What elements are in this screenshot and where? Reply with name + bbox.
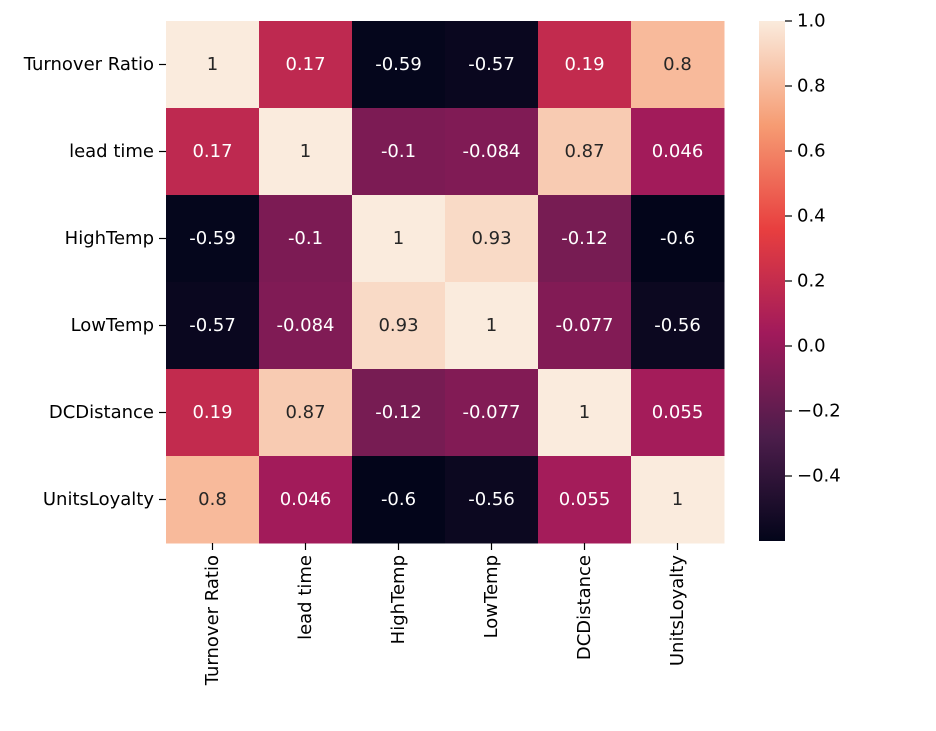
heatmap-cell xyxy=(259,282,353,370)
cell-annotation: -0.6 xyxy=(660,228,695,249)
heatmap-cell xyxy=(352,195,446,283)
heatmap-cell xyxy=(445,108,539,196)
colorbar-tick-label: 0.8 xyxy=(797,76,826,97)
cell-annotation: -0.56 xyxy=(468,489,515,510)
cell-annotation: -0.57 xyxy=(189,315,236,336)
heatmap-cell xyxy=(538,456,632,544)
cell-annotation: -0.59 xyxy=(375,54,422,75)
x-tick-label: DCDistance xyxy=(574,555,595,660)
cell-annotation: -0.084 xyxy=(276,315,334,336)
heatmap-cell xyxy=(445,369,539,457)
heatmap-cell xyxy=(352,282,446,370)
x-tick-label: HighTemp xyxy=(388,555,409,644)
cell-annotation: 1 xyxy=(672,489,683,510)
heatmap-cell xyxy=(538,21,632,109)
heatmap-cell xyxy=(352,108,446,196)
y-tick-label: DCDistance xyxy=(49,402,154,423)
cell-annotation: 0.055 xyxy=(559,489,611,510)
cell-annotation: -0.57 xyxy=(468,54,515,75)
cell-annotation: -0.12 xyxy=(375,402,422,423)
colorbar: 1.0 0.8 0.6 0.4 0.2 0.0 −0.2 −0.4 xyxy=(759,11,841,541)
cell-annotation: -0.077 xyxy=(555,315,613,336)
cell-annotation: -0.12 xyxy=(561,228,608,249)
cell-annotation: 0.17 xyxy=(192,141,232,162)
heatmap-cells xyxy=(166,21,725,544)
cell-annotation: -0.59 xyxy=(189,228,236,249)
y-tick-label: Turnover Ratio xyxy=(23,54,154,75)
heatmap-cell xyxy=(538,369,632,457)
cell-annotation: 1 xyxy=(579,402,590,423)
colorbar-tick-label: 0.6 xyxy=(797,141,826,162)
colorbar-tick-label: −0.4 xyxy=(797,466,841,487)
x-tick-label: UnitsLoyalty xyxy=(667,555,688,666)
cell-annotation: 1 xyxy=(300,141,311,162)
x-axis: Turnover Ratio lead time HighTemp LowTemp DC… xyxy=(202,543,688,686)
y-tick-label: HighTemp xyxy=(65,228,154,249)
heatmap-cell xyxy=(538,108,632,196)
heatmap-cell xyxy=(352,21,446,109)
y-axis: Turnover Ratio lead time HighTemp LowTemp DC… xyxy=(23,54,166,510)
heatmap-cell xyxy=(631,195,725,283)
heatmap-cell xyxy=(631,108,725,196)
heatmap-cell xyxy=(166,108,260,196)
cell-annotation: 0.87 xyxy=(285,402,325,423)
cell-annotation: 0.046 xyxy=(652,141,704,162)
y-tick-label: UnitsLoyalty xyxy=(43,489,154,510)
x-tick-label: Turnover Ratio xyxy=(202,555,223,686)
cell-annotation: 0.17 xyxy=(285,54,325,75)
y-tick-label: lead time xyxy=(69,141,154,162)
heatmap-cell xyxy=(259,108,353,196)
cell-annotation: -0.084 xyxy=(462,141,520,162)
heatmap-cell xyxy=(445,21,539,109)
cell-annotation: 1 xyxy=(207,54,218,75)
cell-annotation: 0.87 xyxy=(564,141,604,162)
cell-annotation: 0.93 xyxy=(378,315,418,336)
cell-annotation: 1 xyxy=(486,315,497,336)
heatmap-cell xyxy=(538,282,632,370)
heatmap-cell xyxy=(631,282,725,370)
cell-annotation: -0.6 xyxy=(381,489,416,510)
heatmap-cell xyxy=(445,456,539,544)
cell-annotation: -0.56 xyxy=(654,315,701,336)
cell-annotation: -0.1 xyxy=(288,228,323,249)
cell-annotation: 0.19 xyxy=(192,402,232,423)
colorbar-tick-label: 1.0 xyxy=(797,11,826,32)
cell-annotation: 0.19 xyxy=(564,54,604,75)
cell-annotation: 0.8 xyxy=(663,54,692,75)
colorbar-tick-label: 0.2 xyxy=(797,271,826,292)
heatmap-cell xyxy=(352,369,446,457)
colorbar-tick-label: −0.2 xyxy=(797,401,841,422)
cell-annotation: 0.8 xyxy=(198,489,227,510)
x-tick-label: lead time xyxy=(295,555,316,640)
heatmap-cell xyxy=(166,21,260,109)
cell-annotation: 0.055 xyxy=(652,402,704,423)
cell-annotations: 1 0.17 -0.59 -0.57 0.19 0.8 0.17 1 -0.1 -0.084 0.8… xyxy=(189,54,703,510)
cell-annotation: 0.93 xyxy=(471,228,511,249)
heatmap-cell xyxy=(259,456,353,544)
heatmap-cell xyxy=(445,195,539,283)
y-tick-label: LowTemp xyxy=(71,315,154,336)
heatmap-cell xyxy=(538,195,632,283)
heatmap-cell xyxy=(631,369,725,457)
heatmap-cell xyxy=(166,456,260,544)
heatmap-cell xyxy=(166,369,260,457)
heatmap-cell xyxy=(166,282,260,370)
cell-annotation: -0.1 xyxy=(381,141,416,162)
x-tick-label: LowTemp xyxy=(481,555,502,638)
heatmap-cell xyxy=(352,456,446,544)
colorbar-tick-label: 0.0 xyxy=(797,336,826,357)
heatmap-cell xyxy=(631,456,725,544)
heatmap-cell xyxy=(259,369,353,457)
cell-annotation: 0.046 xyxy=(280,489,332,510)
heatmap-cell xyxy=(166,195,260,283)
heatmap-cell xyxy=(445,282,539,370)
heatmap-cell xyxy=(259,21,353,109)
cell-annotation: 1 xyxy=(393,228,404,249)
colorbar-gradient xyxy=(759,21,785,541)
colorbar-tick-label: 0.4 xyxy=(797,206,826,227)
heatmap-cell xyxy=(631,21,725,109)
heatmap-cell xyxy=(259,195,353,283)
cell-annotation: -0.077 xyxy=(462,402,520,423)
